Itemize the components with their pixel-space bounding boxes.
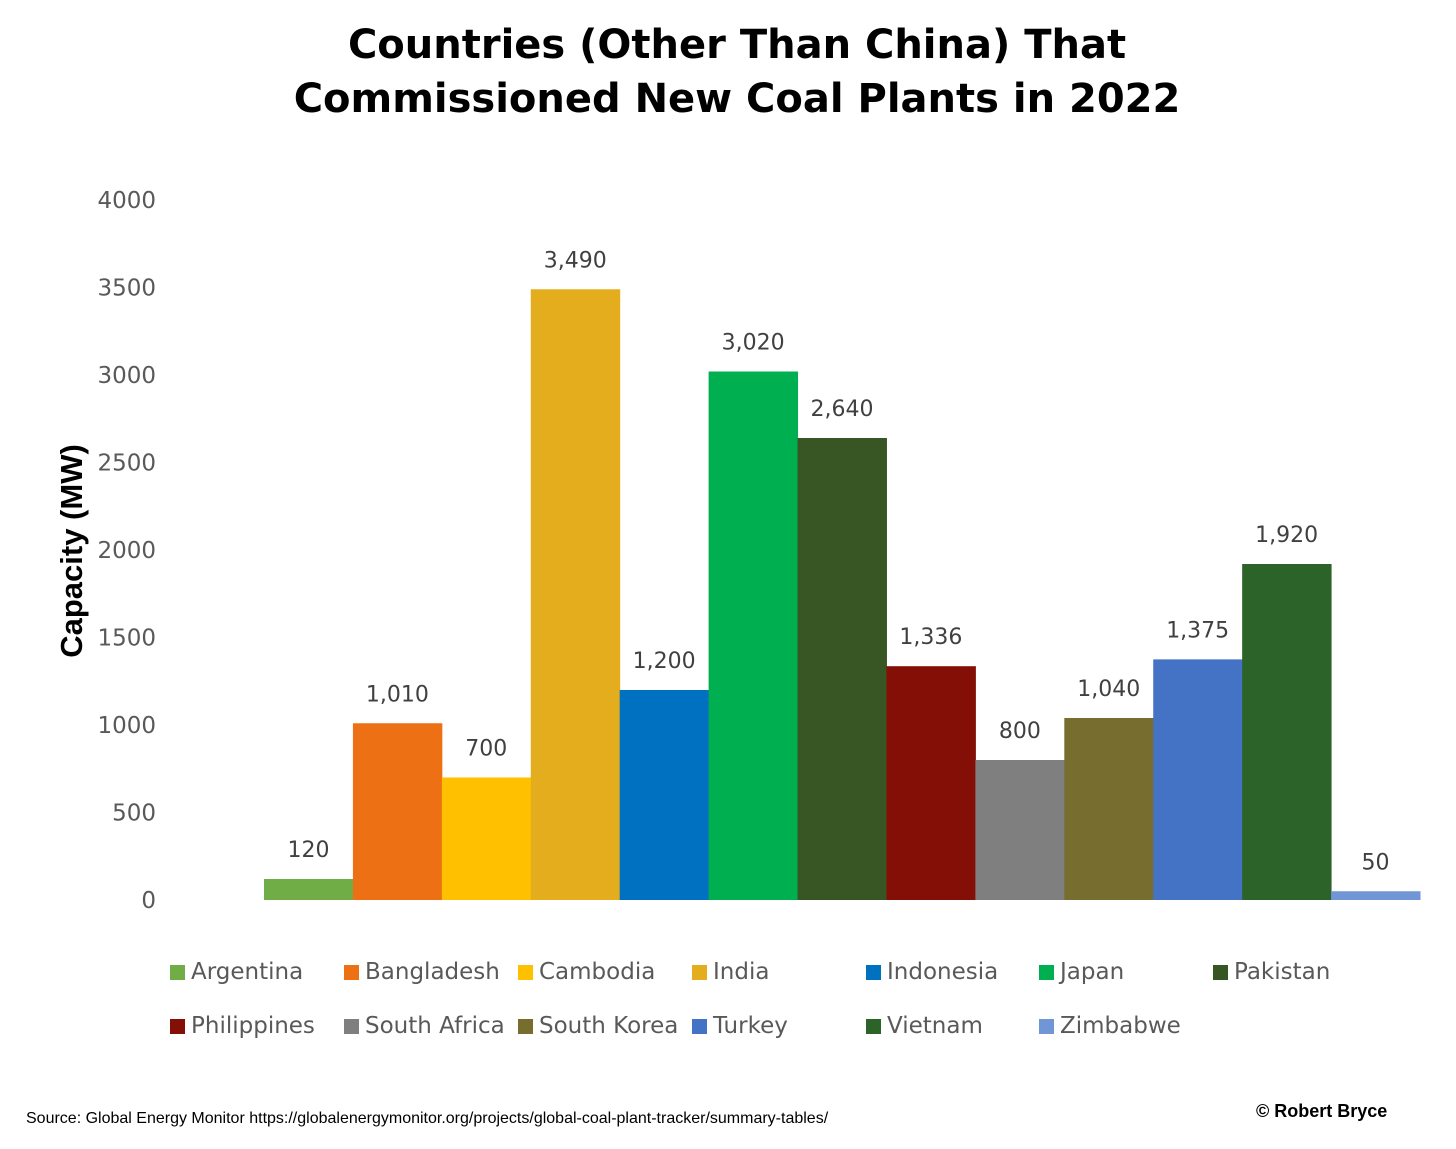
y-tick-label: 1000: [97, 713, 156, 739]
copyright-credit: © Robert Bryce: [1256, 1101, 1388, 1121]
legend-label: Indonesia: [887, 959, 999, 985]
legend-item-turkey: Turkey: [692, 1008, 788, 1044]
chart-title-line1: Countries (Other Than China) That: [347, 22, 1127, 68]
y-tick-label: 500: [112, 801, 156, 827]
legend-row: Argentina Bangladesh Cambodia India Indonesi…: [170, 954, 1410, 1008]
y-tick-label: 3000: [97, 363, 156, 389]
bar-cambodia: [441, 777, 532, 900]
chart-title-line2: Commissioned New Coal Plants in 2022: [293, 76, 1181, 122]
legend-label: Cambodia: [539, 959, 656, 985]
y-axis-ticks: 0 500 1000 1500 2000 2500 3000 3500 4000: [97, 188, 156, 914]
legend-label: South Korea: [539, 1013, 679, 1039]
data-labels-group: 120 1,010 700 3,490 1,200 3,020 2,640 1,336 800 1…: [287, 248, 1389, 875]
legend-label: Turkey: [713, 1013, 788, 1039]
data-label: 3,490: [544, 248, 607, 273]
legend-item-indonesia: Indonesia: [866, 954, 998, 990]
legend-item-south-korea: South Korea: [518, 1008, 678, 1044]
data-label: 1,375: [1166, 618, 1229, 643]
legend-label: Philippines: [191, 1013, 315, 1039]
data-label: 50: [1362, 850, 1390, 875]
bar-india: [530, 289, 621, 900]
legend-item-pakistan: Pakistan: [1213, 954, 1330, 990]
legend-swatch: [344, 964, 359, 980]
legend-item-cambodia: Cambodia: [518, 954, 655, 990]
y-axis-label: Capacity (MW): [54, 444, 89, 658]
bar-japan: [708, 371, 799, 900]
legend-swatch: [1213, 964, 1228, 980]
legend-item-bangladesh: Bangladesh: [344, 954, 500, 990]
chart-legend: Argentina Bangladesh Cambodia India Indonesi…: [170, 954, 1410, 1062]
bar-argentina: [264, 879, 354, 900]
legend-item-japan: Japan: [1039, 954, 1124, 990]
legend-swatch: [866, 964, 881, 980]
legend-label: Vietnam: [887, 1013, 983, 1039]
legend-swatch: [518, 964, 533, 980]
legend-label: Zimbabwe: [1060, 1013, 1181, 1039]
legend-label: Japan: [1060, 959, 1125, 985]
bar-bangladesh: [352, 723, 443, 900]
legend-item-india: India: [692, 954, 769, 990]
y-tick-label: 0: [141, 888, 156, 914]
y-tick-label: 2000: [97, 538, 156, 564]
source-note: Source: Global Energy Monitor https://gl…: [26, 1110, 829, 1127]
bar-philippines: [886, 666, 976, 900]
legend-label: Pakistan: [1234, 959, 1331, 985]
legend-item-south-africa: South Africa: [344, 1008, 505, 1044]
legend-swatch: [344, 1018, 359, 1034]
bar-chart: Capacity (MW) 0 500 1000 1500 2000 2500 3000 35…: [54, 188, 1421, 914]
data-label: 120: [287, 838, 329, 863]
data-label: 1,920: [1255, 523, 1318, 548]
legend-swatch: [518, 1018, 533, 1034]
data-label: 1,336: [899, 625, 962, 650]
bar-pakistan: [797, 438, 887, 900]
legend-swatch: [866, 1018, 881, 1034]
data-label: 1,010: [366, 682, 429, 707]
legend-item-vietnam: Vietnam: [866, 1008, 983, 1044]
y-tick-label: 3500: [97, 276, 156, 302]
legend-item-zimbabwe: Zimbabwe: [1039, 1008, 1181, 1044]
legend-swatch: [692, 1018, 707, 1034]
chart-title: Countries (Other Than China) That Commis…: [0, 18, 1456, 126]
legend-row: Philippines South Africa South Korea Turkey…: [170, 1008, 1410, 1062]
legend-label: Argentina: [191, 959, 304, 985]
data-label: 1,040: [1077, 677, 1140, 702]
data-label: 700: [465, 737, 507, 762]
bar-turkey: [1153, 659, 1243, 900]
legend-item-philippines: Philippines: [170, 1008, 315, 1044]
bars-group: [264, 289, 1421, 900]
bar-zimbabwe: [1331, 891, 1421, 900]
bar-south-africa: [975, 760, 1065, 900]
data-label: 3,020: [722, 331, 785, 356]
legend-swatch: [170, 1018, 185, 1034]
legend-swatch: [1039, 1018, 1054, 1034]
bar-vietnam: [1242, 564, 1332, 900]
legend-swatch: [170, 964, 185, 980]
legend-swatch: [692, 964, 707, 980]
legend-label: India: [713, 959, 770, 985]
y-tick-label: 4000: [97, 188, 156, 214]
bar-indonesia: [619, 690, 710, 900]
y-tick-label: 1500: [97, 626, 156, 652]
y-tick-label: 2500: [97, 451, 156, 477]
bar-south-korea: [1064, 718, 1154, 900]
data-label: 800: [999, 719, 1041, 744]
legend-item-argentina: Argentina: [170, 954, 303, 990]
legend-swatch: [1039, 964, 1054, 980]
data-label: 2,640: [811, 397, 874, 422]
legend-label: Bangladesh: [365, 959, 500, 985]
legend-label: South Africa: [365, 1013, 505, 1039]
data-label: 1,200: [633, 649, 696, 674]
